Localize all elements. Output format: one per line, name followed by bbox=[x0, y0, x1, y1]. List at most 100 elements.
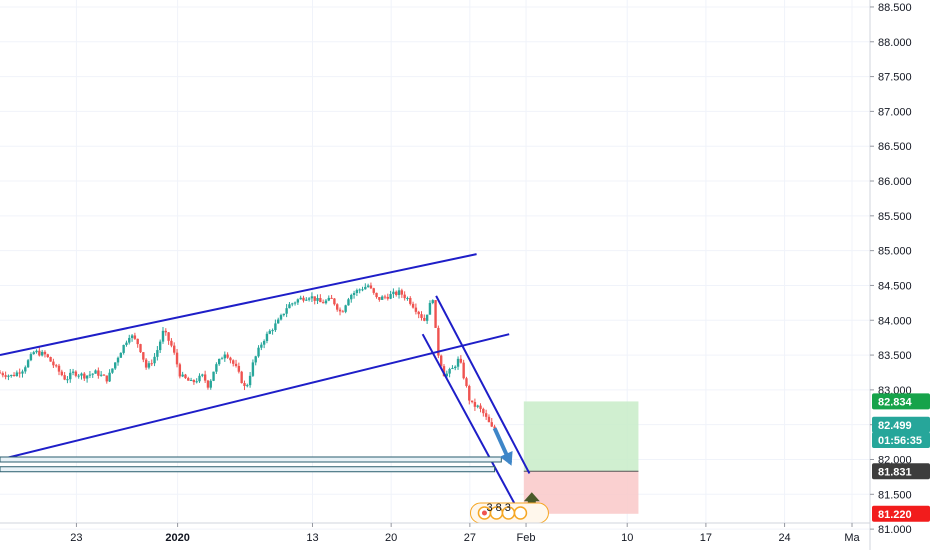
support-band-lower[interactable] bbox=[0, 466, 496, 473]
candle-body bbox=[260, 344, 263, 348]
trend-drawings[interactable] bbox=[0, 253, 540, 509]
candle-body bbox=[147, 363, 151, 368]
candle-body bbox=[364, 286, 367, 290]
candle-body bbox=[425, 314, 429, 321]
candle-body bbox=[52, 361, 55, 366]
candle-body bbox=[420, 314, 423, 318]
candle-body bbox=[254, 356, 257, 363]
candle-body bbox=[18, 372, 21, 374]
x-tick-label: 23 bbox=[70, 532, 82, 544]
x-tick-label: 13 bbox=[306, 532, 318, 544]
support-band-upper[interactable] bbox=[0, 456, 502, 463]
candle-body bbox=[392, 291, 395, 295]
candle-body bbox=[175, 352, 179, 365]
candle-body bbox=[55, 365, 58, 367]
x-tick-label: 20 bbox=[385, 532, 397, 544]
candle-body bbox=[319, 298, 322, 303]
candle-body bbox=[150, 363, 153, 365]
candle-body bbox=[397, 290, 401, 295]
candle-body bbox=[296, 299, 300, 303]
candle-body bbox=[1, 373, 5, 376]
candle-body bbox=[493, 426, 496, 429]
candle-body bbox=[57, 365, 61, 372]
candle-body bbox=[417, 311, 420, 315]
candle-body bbox=[350, 294, 353, 300]
candle-body bbox=[299, 297, 302, 300]
events-marker[interactable]: 3 8 3 bbox=[469, 502, 549, 524]
position-zones[interactable] bbox=[523, 401, 639, 514]
candle-body bbox=[198, 375, 201, 382]
candle-body bbox=[406, 297, 409, 299]
x-tick-label: 10 bbox=[621, 532, 633, 544]
candle-body bbox=[164, 330, 167, 333]
candle-body bbox=[409, 297, 412, 304]
candle-body bbox=[487, 416, 491, 423]
candle-body bbox=[108, 372, 111, 382]
candle-body bbox=[240, 371, 243, 384]
candle-body bbox=[130, 335, 134, 338]
y-tick-label: 87.500 bbox=[878, 72, 912, 84]
candle-body bbox=[389, 294, 392, 299]
target-zone[interactable] bbox=[523, 401, 639, 472]
candle-body bbox=[156, 350, 159, 357]
x-tick-label: 17 bbox=[700, 532, 712, 544]
candle-body bbox=[142, 352, 145, 360]
price-label-text: 82.499 bbox=[878, 420, 912, 432]
down-channel-upper-line[interactable] bbox=[435, 295, 531, 474]
candle-body bbox=[439, 355, 443, 367]
candle-body bbox=[462, 362, 465, 379]
candle-body bbox=[35, 350, 38, 353]
candle-body bbox=[12, 374, 16, 377]
candle-body bbox=[484, 413, 488, 417]
candle-body bbox=[184, 374, 187, 379]
event-dot-icon bbox=[481, 510, 487, 516]
candle-body bbox=[375, 292, 378, 298]
x-tick-label: 27 bbox=[464, 532, 476, 544]
candle-body bbox=[248, 375, 252, 386]
candle-body bbox=[324, 300, 328, 304]
candle-body bbox=[307, 298, 311, 300]
candle-body bbox=[29, 354, 33, 361]
candle-body bbox=[83, 373, 86, 379]
price-label-text: 81.220 bbox=[878, 509, 912, 521]
candle-body bbox=[268, 330, 271, 334]
candle-body bbox=[192, 380, 196, 383]
time-axis[interactable]: 23 2020 13 20 27 Feb 10 17 24 Ma bbox=[0, 522, 870, 544]
event-icon[interactable] bbox=[513, 506, 528, 520]
chart-grid bbox=[0, 0, 870, 530]
candle-body bbox=[94, 370, 97, 374]
candle-body bbox=[302, 297, 305, 301]
candle-body bbox=[167, 332, 170, 341]
candle-body bbox=[38, 350, 41, 356]
candle-body bbox=[246, 385, 249, 387]
candle-body bbox=[442, 366, 446, 377]
candle-body bbox=[63, 375, 66, 380]
candle-body bbox=[203, 374, 207, 381]
down-channel-lower-line[interactable] bbox=[421, 333, 518, 509]
candle-body bbox=[276, 319, 280, 324]
y-tick-label: 85.000 bbox=[878, 246, 912, 258]
candle-body bbox=[122, 344, 125, 353]
up-channel-lower-line[interactable] bbox=[0, 333, 510, 461]
arrow-down-head-icon bbox=[499, 450, 513, 466]
candle-body bbox=[116, 357, 120, 363]
candle-body bbox=[470, 400, 474, 403]
up-channel-upper-line[interactable] bbox=[0, 253, 477, 357]
candle-body bbox=[465, 378, 468, 386]
candle-body bbox=[403, 294, 406, 299]
candle-body bbox=[380, 296, 384, 300]
candle-body bbox=[358, 289, 361, 291]
candle-body bbox=[305, 299, 308, 301]
candle-body bbox=[69, 372, 72, 380]
y-tick-label: 86.500 bbox=[878, 141, 912, 153]
candle-body bbox=[99, 374, 103, 376]
candle-body bbox=[476, 405, 479, 407]
candle-body bbox=[0, 372, 2, 374]
candle-body bbox=[482, 408, 485, 414]
candle-body bbox=[411, 303, 415, 308]
candle-body bbox=[400, 290, 404, 295]
x-tick-label: Feb bbox=[517, 532, 536, 544]
candle-body bbox=[352, 292, 356, 295]
candle-body bbox=[445, 373, 449, 377]
